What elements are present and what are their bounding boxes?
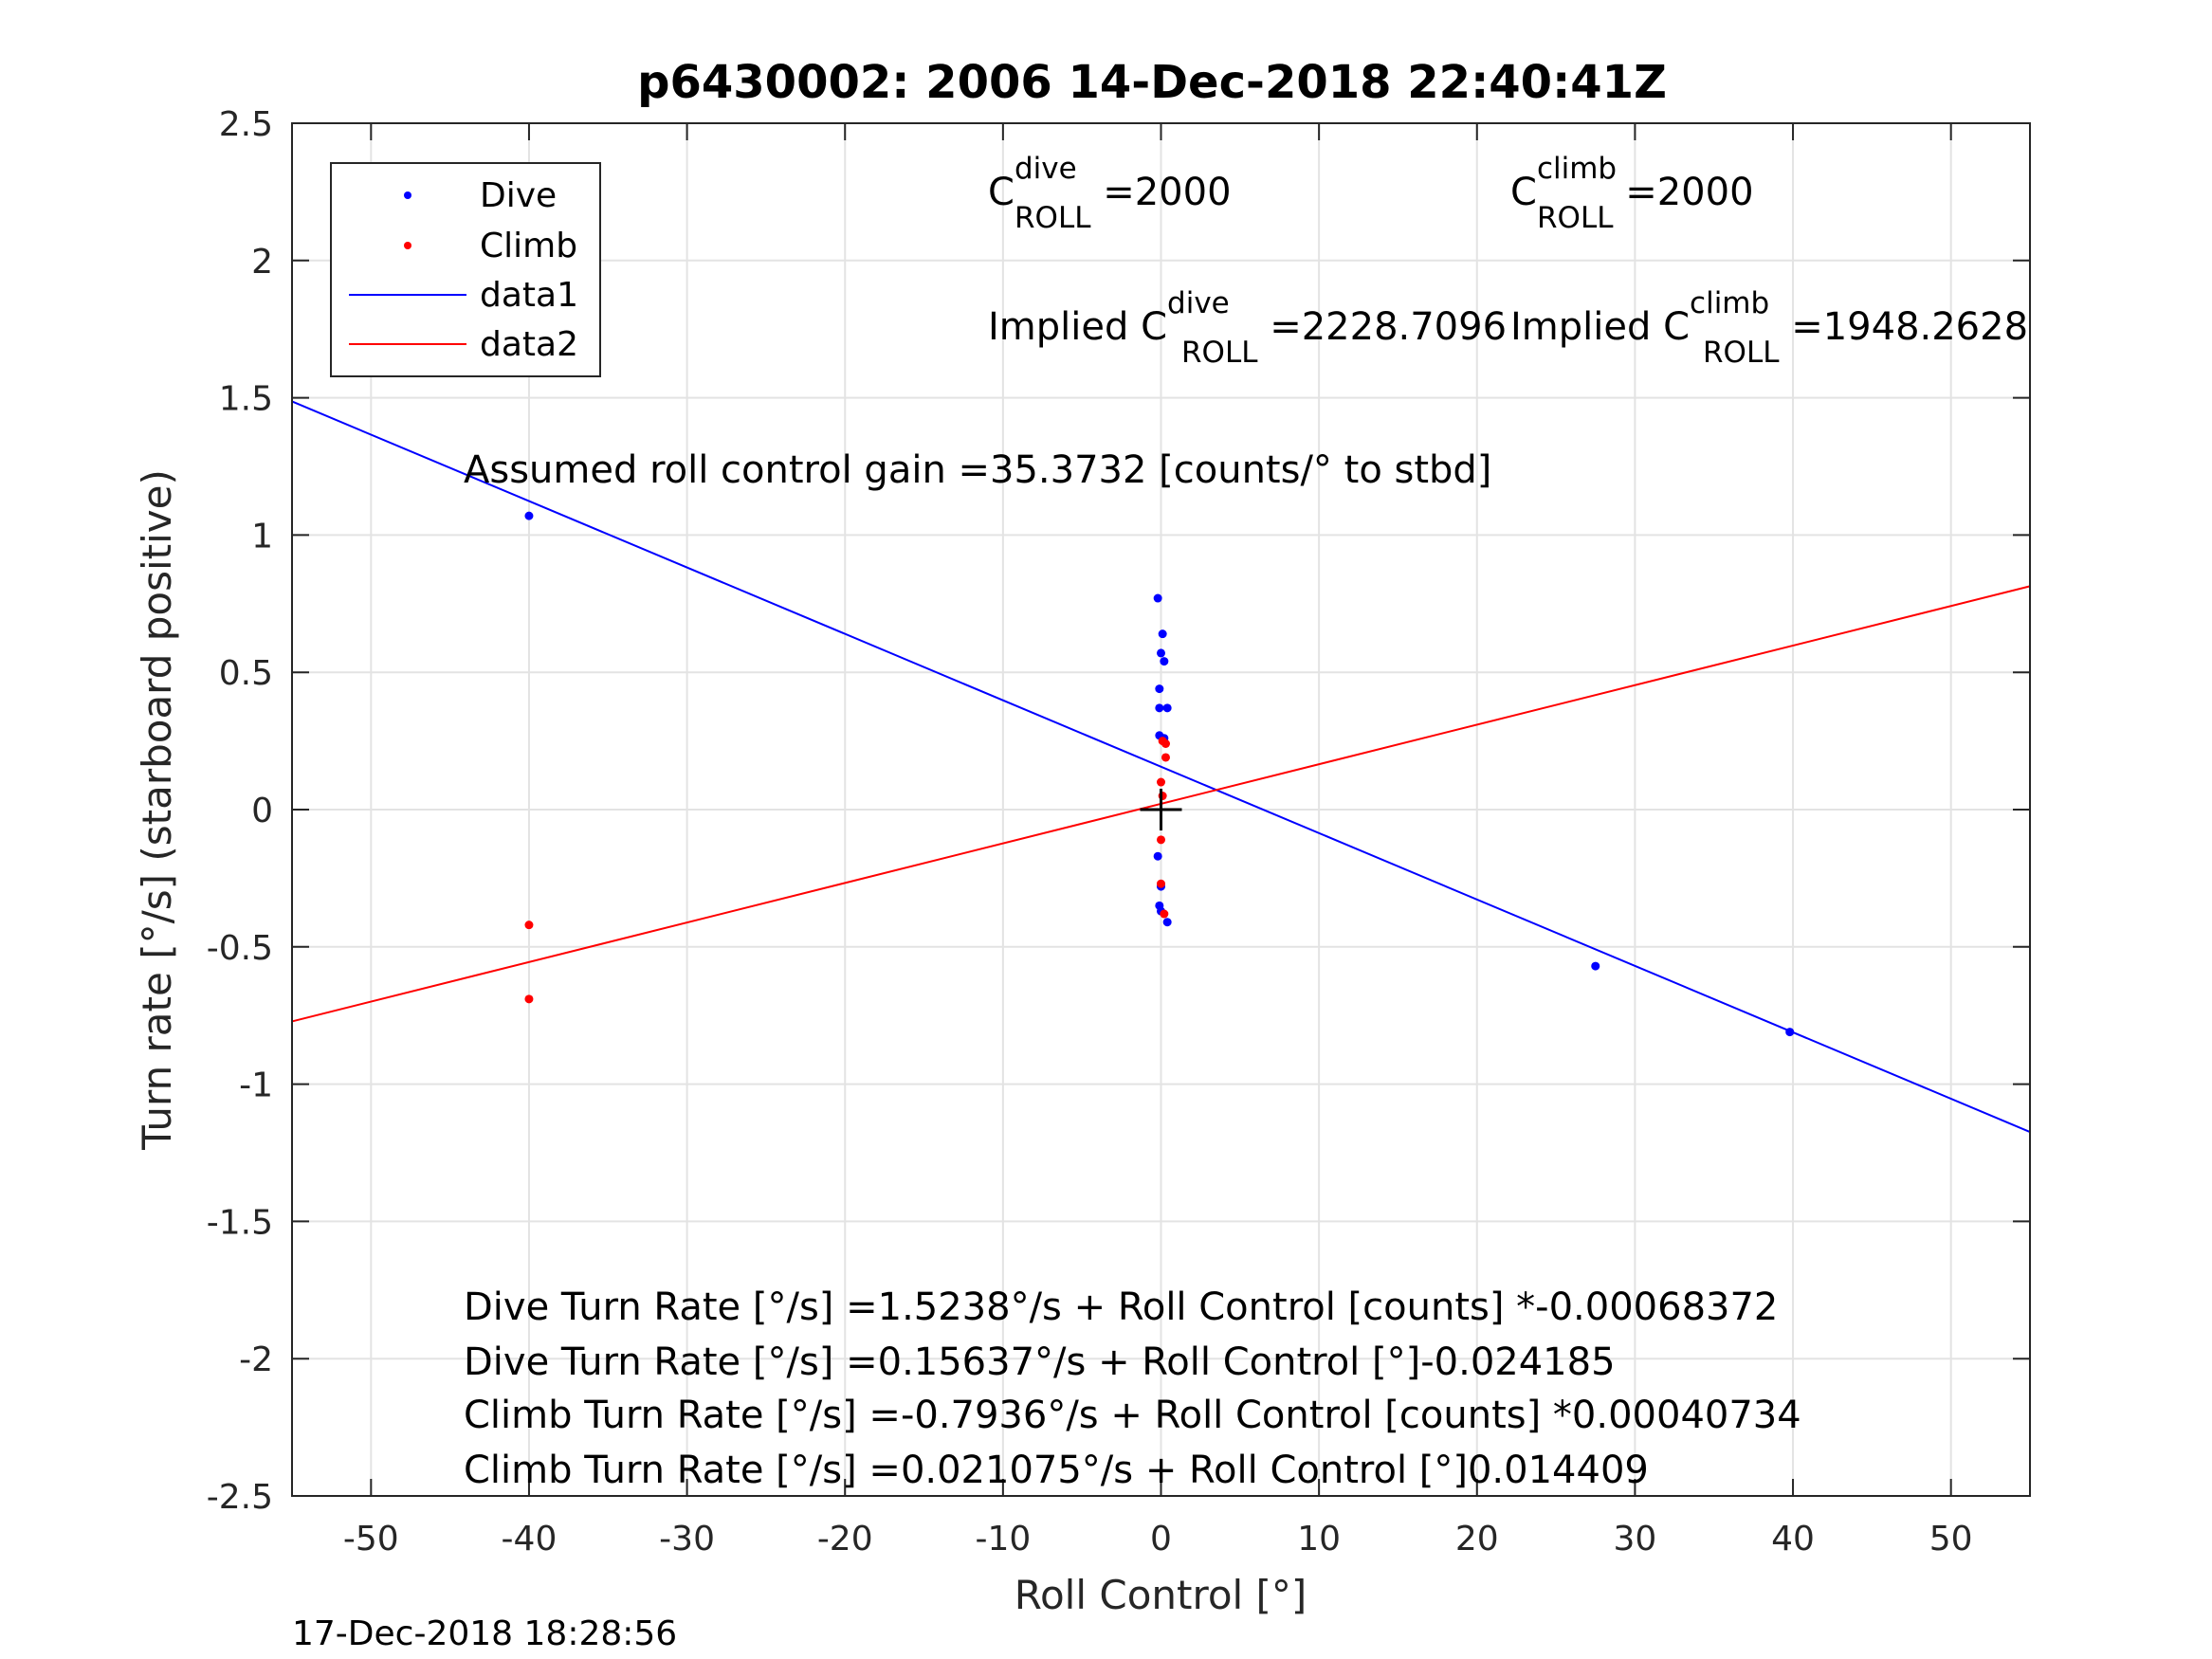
- origin-cross-marker: [1140, 789, 1182, 830]
- climb-point: [1157, 879, 1165, 888]
- axis-ticks: [292, 122, 2030, 1497]
- x-tick-label: -50: [343, 1520, 399, 1559]
- x-tick-label: 10: [1297, 1520, 1341, 1559]
- y-tick-label: -2: [239, 1340, 273, 1379]
- y-tick-label: 2: [251, 243, 273, 282]
- implied-c-roll-climb-annotation: Implied Cclimb ROLL =1948.2628: [1510, 286, 2028, 370]
- y-tick-label: 0.5: [219, 654, 273, 693]
- x-tick-label: 20: [1455, 1520, 1499, 1559]
- x-tick-label: 0: [1150, 1520, 1172, 1559]
- legend-dive-label: Dive: [480, 176, 557, 215]
- climb-point: [524, 994, 534, 1004]
- fit-line-1: Dive Turn Rate [°/s] =1.5238°/s + Roll C…: [464, 1285, 1778, 1329]
- dive-point: [1785, 1028, 1795, 1037]
- x-tick-label: 30: [1614, 1520, 1657, 1559]
- x-tick-labels: -50 -40 -30 -20 -10 0 10 20 30 40 50: [343, 1520, 1973, 1559]
- dive-point: [1162, 918, 1172, 927]
- dive-point: [1157, 648, 1165, 658]
- x-tick-label: -20: [817, 1520, 873, 1559]
- y-axis-label: Turn rate [°/s] (starboard positive): [134, 469, 180, 1151]
- dive-point: [1153, 851, 1162, 861]
- legend-data2-label: data2: [480, 325, 578, 364]
- dive-point: [1153, 593, 1162, 603]
- legend-box: [330, 162, 601, 377]
- fit-line-3: Climb Turn Rate [°/s] =-0.7936°/s + Roll…: [464, 1394, 1801, 1437]
- y-tick-label: -2.5: [207, 1478, 273, 1517]
- x-tick-label: -30: [659, 1520, 715, 1559]
- x-tick-label: 40: [1771, 1520, 1815, 1559]
- dive-point: [1591, 961, 1600, 971]
- dive-point: [1155, 703, 1164, 713]
- y-tick-label: 0: [251, 792, 273, 830]
- roll-gain-annotation: Assumed roll control gain =35.3732 [coun…: [464, 448, 1491, 492]
- dive-point: [1160, 657, 1169, 666]
- fit-line-4: Climb Turn Rate [°/s] =0.021075°/s + Rol…: [464, 1449, 1649, 1492]
- x-tick-label: -40: [502, 1520, 558, 1559]
- data-points: [524, 511, 1795, 1037]
- dive-point: [1162, 703, 1172, 713]
- chart-title: p6430002: 2006 14-Dec-2018 22:40:41Z: [637, 56, 1667, 109]
- climb-point: [1161, 738, 1170, 748]
- y-tick-label: 1: [251, 517, 273, 556]
- y-tick-labels: 2.5 2 1.5 1 0.5 0 -0.5 -1 -1.5 -2 -2.5: [207, 105, 273, 1517]
- legend: Dive Climb data1 data2: [330, 162, 601, 377]
- legend-dive-marker: [404, 191, 411, 199]
- y-tick-label: 2.5: [219, 105, 273, 144]
- y-tick-label: -1.5: [207, 1203, 273, 1242]
- y-tick-label: -0.5: [207, 929, 273, 968]
- climb-point: [524, 921, 534, 930]
- climb-point: [1157, 835, 1165, 845]
- legend-climb-label: Climb: [480, 227, 577, 265]
- c-roll-dive-annotation: Cdive ROLL =2000: [988, 152, 1232, 235]
- dive-point: [524, 511, 534, 520]
- legend-climb-marker: [404, 242, 411, 249]
- x-axis-label: Roll Control [°]: [1015, 1572, 1307, 1618]
- x-tick-label: 50: [1929, 1520, 1973, 1559]
- y-tick-label: 1.5: [219, 380, 273, 419]
- x-tick-label: -10: [975, 1520, 1031, 1559]
- y-tick-label: -1: [239, 1066, 273, 1105]
- fit-line-data1: [291, 400, 2031, 1133]
- c-roll-climb-annotation: Cclimb ROLL =2000: [1510, 152, 1754, 235]
- climb-point: [1161, 753, 1170, 762]
- legend-data1-label: data1: [480, 276, 578, 315]
- dive-point: [1155, 684, 1164, 694]
- implied-c-roll-dive-annotation: Implied Cdive ROLL =2228.7096: [988, 286, 1507, 370]
- fit-line-2: Dive Turn Rate [°/s] =0.15637°/s + Roll …: [464, 1340, 1616, 1384]
- timestamp-footer: 17-Dec-2018 18:28:56: [292, 1614, 677, 1653]
- climb-point: [1157, 777, 1165, 787]
- climb-point: [1160, 909, 1169, 919]
- dive-point: [1158, 629, 1167, 639]
